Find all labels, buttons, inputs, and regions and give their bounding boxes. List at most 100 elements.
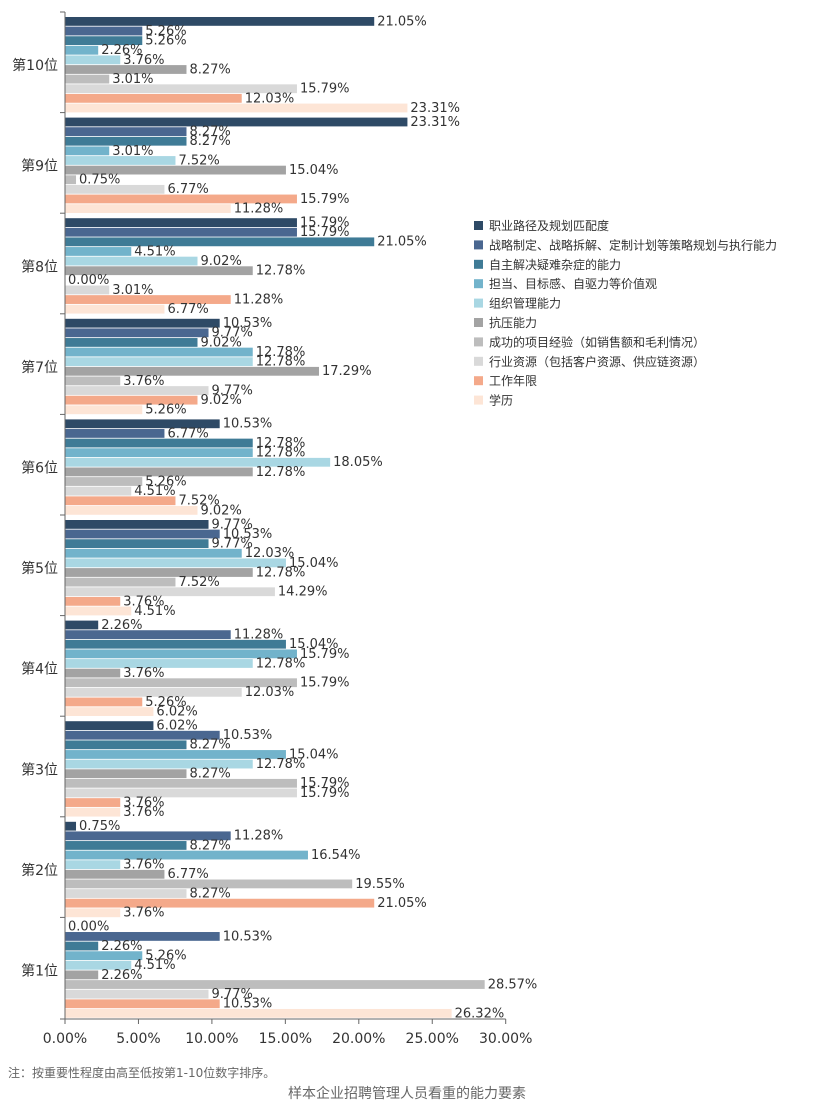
legend-swatch [474,279,483,289]
x-tick-label: 25.00% [406,1031,459,1047]
data-label: 16.54% [311,848,361,863]
bar [65,649,297,659]
data-label: 19.55% [355,877,405,892]
data-label: 0.00% [68,273,109,288]
data-label: 5.26% [145,474,186,489]
data-label: 12.78% [256,355,306,370]
data-label: 12.78% [256,436,306,451]
bar [65,941,99,951]
bar [65,548,242,558]
legend-label: 战略制定、战略拆解、定制计划等策略规划与执行能力 [489,237,777,252]
bar [65,103,408,113]
bar [65,759,253,769]
data-label: 15.04% [289,163,339,178]
category-label: 第5位 [21,560,58,577]
data-label: 6.77% [167,302,208,317]
bar [65,347,253,357]
bar [65,932,220,941]
data-label: 17.29% [322,364,372,379]
legend-swatch [474,259,483,269]
data-label: 15.79% [300,786,350,801]
bar [65,529,220,539]
bar-chart: 21.05%5.26%5.26%2.26%3.76%8.27%3.01%15.7… [12,11,777,1047]
chart-note: 注：按重要性程度由高至低按第1-10位数字排序。 [8,1066,276,1080]
bar [65,831,231,841]
bar [65,687,242,697]
data-label: 4.51% [134,958,175,973]
bar [65,17,375,26]
bar [65,429,165,438]
data-label: 28.57% [488,977,538,992]
bar [65,55,121,65]
legend: 职业路径及规划匹配度战略制定、战略拆解、定制计划等策略规划与执行能力自主解决疑难… [474,218,777,408]
legend-swatch [474,356,483,366]
bar [65,520,209,529]
bar [65,539,209,549]
data-label: 9.77% [212,987,253,1002]
data-label: 3.01% [112,144,153,159]
bar [65,127,187,137]
bar [65,798,121,807]
bar [65,568,253,577]
bar [65,419,220,429]
data-label: 8.27% [189,62,230,77]
data-label: 6.02% [156,719,197,734]
data-label: 9.02% [201,503,242,518]
data-label: 12.03% [245,546,295,561]
bar [65,889,187,898]
data-label: 15.79% [300,647,350,662]
data-label: 8.27% [189,886,230,901]
legend-label: 职业路径及规划匹配度 [489,218,609,233]
data-label: 5.26% [145,403,186,418]
bar [65,227,297,237]
data-label: 4.51% [134,604,175,619]
bar [65,558,286,568]
data-label: 4.51% [134,484,175,499]
bar [65,405,143,415]
bar [65,376,121,386]
data-label: 0.75% [79,173,120,188]
data-label: 8.27% [189,767,230,782]
data-label: 15.04% [289,637,339,652]
bar [65,357,253,367]
data-label: 2.26% [101,618,142,633]
legend-label: 担当、目标感、自驱力等价值观 [489,276,657,291]
bar [65,659,253,668]
bar [65,668,121,678]
category-label: 第8位 [21,258,58,275]
data-label: 15.79% [300,192,350,207]
category-label: 第6位 [21,460,58,477]
legend-swatch [474,337,483,347]
data-label: 0.00% [68,920,109,935]
legend-label: 成功的项目经验（如销售额和毛利情况） [489,334,705,349]
bar [65,136,187,146]
bar [65,505,198,515]
bar [65,620,99,630]
bar [65,366,319,376]
legend-swatch [474,395,483,405]
data-label: 15.79% [300,225,350,240]
bar [65,821,77,831]
bar [65,721,154,730]
bar [65,165,286,175]
bar [65,438,253,448]
category-label: 第7位 [21,359,58,376]
data-label: 12.03% [245,91,295,106]
x-tick-label: 20.00% [332,1031,385,1047]
bar [65,237,375,247]
bar [65,970,99,980]
bar [65,74,110,84]
data-label: 9.77% [212,517,253,532]
category-label: 第9位 [21,158,58,175]
data-label: 12.78% [256,345,306,360]
bar [65,750,286,759]
data-label: 5.26% [145,949,186,964]
data-label: 2.26% [101,43,142,58]
bar [65,175,77,185]
data-label: 12.78% [256,565,306,580]
data-label: 12.78% [256,465,306,480]
category-label: 第4位 [21,661,58,678]
data-label: 3.76% [123,53,164,68]
legend-swatch [474,240,483,250]
legend-label: 行业资源（包括客户资源、供应链资源） [489,354,705,369]
